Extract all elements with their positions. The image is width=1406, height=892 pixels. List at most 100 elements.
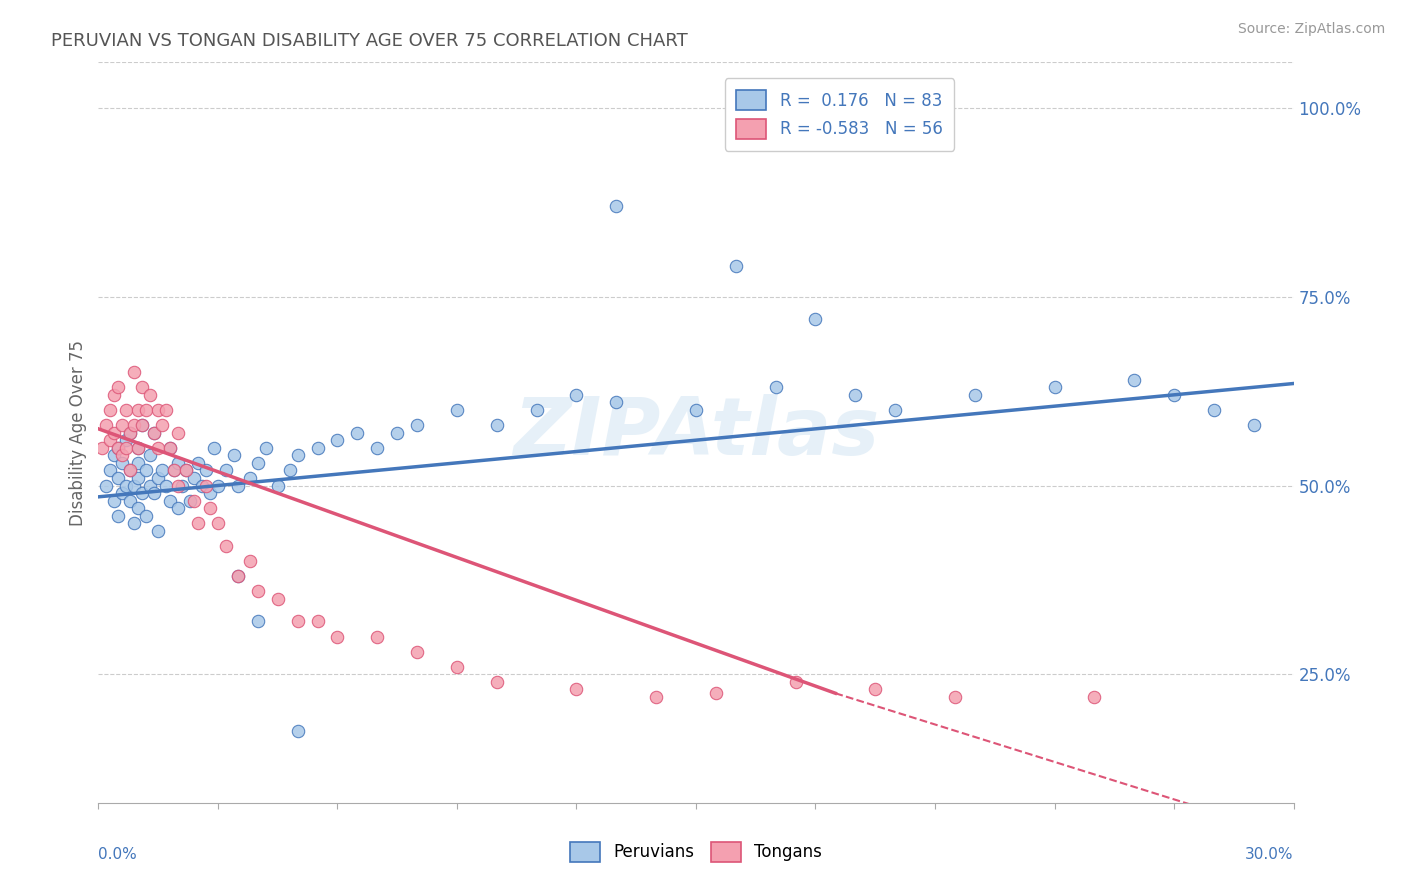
Point bbox=[326, 433, 349, 447]
Point bbox=[139, 388, 162, 402]
Point bbox=[385, 425, 409, 440]
Point bbox=[103, 425, 125, 440]
Point bbox=[103, 388, 125, 402]
Point bbox=[963, 388, 986, 402]
Point bbox=[131, 380, 153, 394]
Point bbox=[139, 478, 162, 492]
Point bbox=[226, 569, 249, 583]
Point bbox=[135, 403, 157, 417]
Point bbox=[446, 403, 468, 417]
Point bbox=[111, 456, 134, 470]
Point bbox=[187, 456, 209, 470]
Point bbox=[865, 682, 887, 697]
Point bbox=[1043, 380, 1066, 394]
Point bbox=[120, 493, 142, 508]
Point bbox=[150, 463, 173, 477]
Point bbox=[366, 630, 388, 644]
Point bbox=[1083, 690, 1105, 704]
Point bbox=[446, 660, 468, 674]
Point bbox=[645, 690, 668, 704]
Point bbox=[163, 463, 186, 477]
Point bbox=[107, 441, 129, 455]
Point bbox=[135, 508, 157, 523]
Point bbox=[148, 524, 170, 538]
Point bbox=[172, 478, 194, 492]
Point bbox=[159, 441, 181, 455]
Point bbox=[120, 425, 142, 440]
Point bbox=[307, 441, 329, 455]
Point bbox=[804, 312, 827, 326]
Point bbox=[207, 478, 229, 492]
Point bbox=[124, 516, 146, 531]
Point bbox=[485, 674, 508, 689]
Point bbox=[111, 448, 134, 462]
Point bbox=[565, 682, 588, 697]
Point bbox=[785, 674, 807, 689]
Point bbox=[115, 403, 138, 417]
Point bbox=[254, 441, 277, 455]
Point bbox=[239, 554, 262, 568]
Point bbox=[131, 418, 153, 433]
Text: PERUVIAN VS TONGAN DISABILITY AGE OVER 75 CORRELATION CHART: PERUVIAN VS TONGAN DISABILITY AGE OVER 7… bbox=[51, 32, 688, 50]
Point bbox=[135, 463, 157, 477]
Point bbox=[155, 403, 177, 417]
Point bbox=[215, 463, 238, 477]
Point bbox=[179, 493, 201, 508]
Point bbox=[246, 584, 269, 599]
Point bbox=[287, 724, 309, 739]
Point bbox=[287, 615, 309, 629]
Point bbox=[406, 645, 429, 659]
Point bbox=[127, 501, 149, 516]
Text: Source: ZipAtlas.com: Source: ZipAtlas.com bbox=[1237, 22, 1385, 37]
Point bbox=[120, 425, 142, 440]
Point bbox=[163, 463, 186, 477]
Point bbox=[326, 630, 349, 644]
Point bbox=[704, 686, 727, 700]
Point bbox=[884, 403, 907, 417]
Point bbox=[844, 388, 866, 402]
Point bbox=[107, 441, 129, 455]
Point bbox=[139, 448, 162, 462]
Point bbox=[91, 441, 114, 455]
Point bbox=[222, 448, 245, 462]
Point bbox=[187, 516, 209, 531]
Point bbox=[167, 456, 190, 470]
Point bbox=[246, 615, 269, 629]
Point bbox=[267, 591, 290, 606]
Point bbox=[565, 388, 588, 402]
Point bbox=[267, 478, 290, 492]
Point bbox=[207, 516, 229, 531]
Point bbox=[111, 418, 134, 433]
Point bbox=[183, 471, 205, 485]
Point bbox=[115, 433, 138, 447]
Point bbox=[485, 418, 508, 433]
Point bbox=[1123, 373, 1146, 387]
Point bbox=[120, 463, 142, 477]
Point bbox=[98, 463, 122, 477]
Point bbox=[148, 471, 170, 485]
Point bbox=[107, 471, 129, 485]
Point bbox=[943, 690, 966, 704]
Point bbox=[1202, 403, 1225, 417]
Point bbox=[174, 463, 197, 477]
Point bbox=[150, 418, 173, 433]
Point bbox=[167, 501, 190, 516]
Point bbox=[98, 403, 122, 417]
Point bbox=[96, 418, 118, 433]
Point bbox=[406, 418, 429, 433]
Point bbox=[215, 539, 238, 553]
Point bbox=[124, 478, 146, 492]
Point bbox=[124, 418, 146, 433]
Point bbox=[98, 433, 122, 447]
Point bbox=[127, 403, 149, 417]
Point bbox=[239, 471, 262, 485]
Point bbox=[143, 425, 166, 440]
Point bbox=[167, 425, 190, 440]
Y-axis label: Disability Age Over 75: Disability Age Over 75 bbox=[69, 340, 87, 525]
Text: 30.0%: 30.0% bbox=[1246, 847, 1294, 863]
Point bbox=[127, 441, 149, 455]
Point bbox=[96, 478, 118, 492]
Point bbox=[287, 448, 309, 462]
Point bbox=[1163, 388, 1185, 402]
Point bbox=[183, 493, 205, 508]
